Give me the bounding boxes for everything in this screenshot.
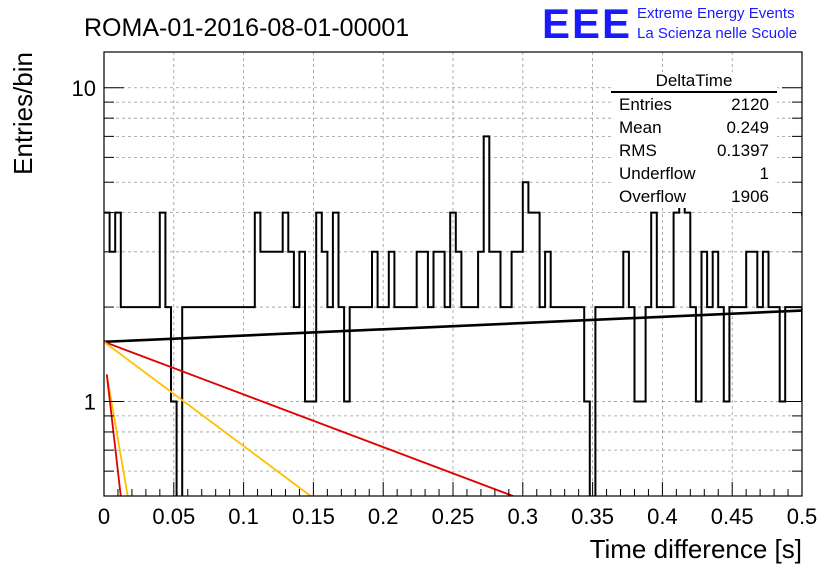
histogram-layer — [104, 135, 802, 496]
x-tick-label: 0.2 — [368, 504, 399, 529]
stats-value-rms: 0.1397 — [717, 141, 769, 160]
x-tick-label: 0.3 — [508, 504, 539, 529]
stats-label-mean: Mean — [619, 118, 662, 137]
x-tick-label: 0.35 — [571, 504, 614, 529]
x-axis-label: Time difference [s] — [590, 534, 802, 564]
x-tick-label: 0.05 — [152, 504, 195, 529]
y-tick-label: 1 — [84, 390, 96, 415]
histogram-outline — [104, 135, 802, 496]
fit-curve-orange — [105, 374, 129, 496]
stats-value-overflow: 1906 — [731, 187, 769, 206]
x-tick-label: 0.25 — [432, 504, 475, 529]
stats-value-entries: 2120 — [731, 95, 769, 114]
fit-curve-black — [104, 309, 802, 344]
stats-label-underflow: Underflow — [619, 164, 696, 183]
x-tick-label: 0.4 — [647, 504, 678, 529]
x-tick-label: 0.1 — [228, 504, 259, 529]
stats-box: DeltaTime Entries 2120 Mean 0.249 RMS 0.… — [611, 71, 777, 208]
plot-frame — [103, 51, 803, 497]
stats-box-background — [611, 72, 777, 208]
y-axis-label: Entries/bin — [8, 52, 38, 175]
stats-value-underflow: 1 — [760, 164, 769, 183]
fit-curve-orange — [104, 341, 312, 496]
stats-value-mean: 0.249 — [726, 118, 769, 137]
fit-curve-red — [104, 340, 514, 496]
run-title: ROMA-01-2016-08-01-00001 — [84, 14, 409, 42]
x-tick-label: 0.15 — [292, 504, 335, 529]
org-name-line2: La Scienza nelle Scuole — [637, 25, 797, 42]
x-tick-label: 0.5 — [787, 504, 818, 529]
stats-label-rms: RMS — [619, 141, 657, 160]
y-tick-label: 10 — [72, 76, 96, 101]
stats-label-overflow: Overflow — [619, 187, 687, 206]
fit-curve-red — [105, 374, 122, 496]
org-name-line1: Extreme Energy Events — [637, 5, 795, 22]
fit-curves-layer — [104, 309, 802, 496]
stats-label-entries: Entries — [619, 95, 672, 114]
stats-title: DeltaTime — [656, 71, 733, 90]
x-tick-label: 0.45 — [711, 504, 754, 529]
eee-logo: EEE — [542, 0, 632, 47]
x-tick-label: 0 — [98, 504, 110, 529]
